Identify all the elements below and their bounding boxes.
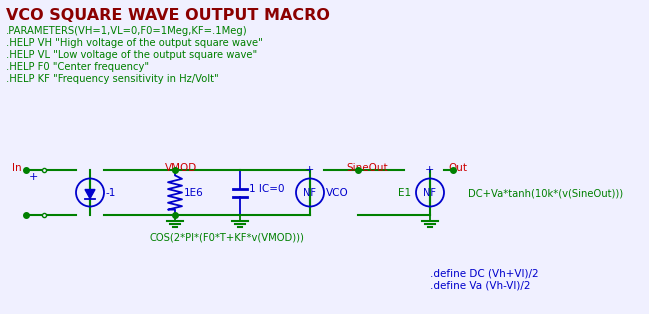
- Text: SineOut: SineOut: [346, 163, 387, 173]
- Text: .PARAMETERS(VH=1,VL=0,F0=1Meg,KF=.1Meg): .PARAMETERS(VH=1,VL=0,F0=1Meg,KF=.1Meg): [6, 26, 248, 36]
- Text: .HELP F0 "Center frequency": .HELP F0 "Center frequency": [6, 62, 149, 72]
- Text: Out: Out: [448, 163, 467, 173]
- Text: .define DC (Vh+Vl)/2: .define DC (Vh+Vl)/2: [430, 268, 539, 278]
- Text: VCO: VCO: [326, 187, 349, 198]
- Text: +: +: [305, 165, 314, 175]
- Polygon shape: [85, 190, 95, 198]
- Text: .HELP VH "High voltage of the output square wave": .HELP VH "High voltage of the output squ…: [6, 38, 263, 48]
- Text: .HELP KF "Frequency sensitivity in Hz/Volt": .HELP KF "Frequency sensitivity in Hz/Vo…: [6, 74, 219, 84]
- Text: COS(2*PI*(F0*T+KF*v(VMOD))): COS(2*PI*(F0*T+KF*v(VMOD))): [150, 232, 305, 242]
- Text: 1 IC=0: 1 IC=0: [249, 183, 284, 193]
- Text: +: +: [425, 165, 434, 175]
- Text: DC+Va*tanh(10k*(v(SineOut))): DC+Va*tanh(10k*(v(SineOut))): [468, 188, 623, 198]
- Text: .HELP VL "Low voltage of the output square wave": .HELP VL "Low voltage of the output squa…: [6, 50, 257, 60]
- Text: VMOD: VMOD: [165, 163, 197, 173]
- Text: VCO SQUARE WAVE OUTPUT MACRO: VCO SQUARE WAVE OUTPUT MACRO: [6, 8, 330, 23]
- Text: E1: E1: [398, 188, 411, 198]
- Text: NF: NF: [303, 187, 316, 198]
- Text: 1E6: 1E6: [184, 187, 204, 198]
- Text: -1: -1: [106, 188, 116, 198]
- Text: NF: NF: [423, 187, 436, 198]
- Text: +: +: [29, 172, 38, 182]
- Text: .define Va (Vh-Vl)/2: .define Va (Vh-Vl)/2: [430, 281, 530, 291]
- Text: -: -: [305, 200, 310, 213]
- Text: In: In: [12, 163, 21, 173]
- Text: -: -: [425, 200, 430, 213]
